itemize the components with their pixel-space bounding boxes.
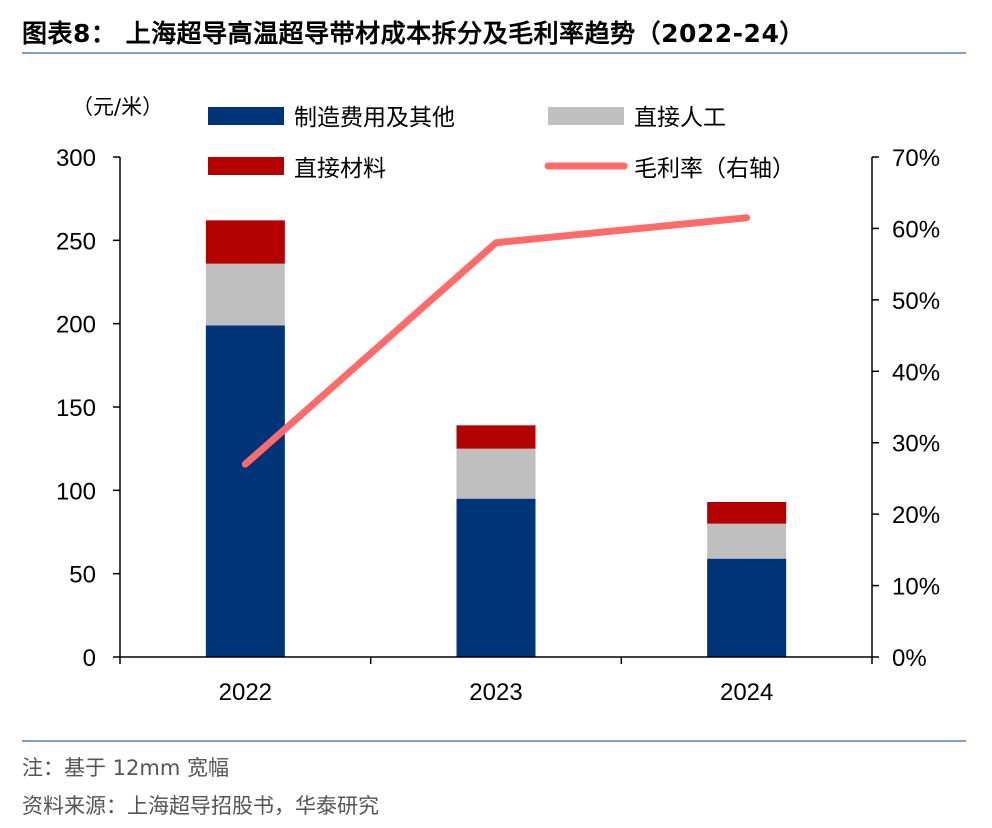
y-tick-label: 300: [56, 145, 96, 172]
bar-2023-series-2: [456, 425, 536, 449]
bar-2022-series-0: [205, 325, 285, 657]
y-tick-label: 150: [56, 395, 96, 422]
bar-2022-series-2: [205, 220, 285, 264]
bar-2023-series-0: [456, 498, 536, 657]
y-tick-label: 250: [56, 228, 96, 255]
legend-label-manufacturing: 制造费用及其他: [294, 105, 455, 131]
gross-margin-line: [241, 214, 751, 468]
bar-2024-series-1: [707, 523, 787, 559]
legend: 制造费用及其他 直接人工 直接材料 毛利率（右轴）: [208, 105, 795, 182]
y2-tick-label: 40%: [892, 359, 940, 386]
chart-area: （元/米） 制造费用及其他 直接人工 直接材料 毛利率（右轴） 0 50 100 15…: [56, 95, 940, 706]
x-tick-label: 2022: [219, 679, 272, 706]
y2-tick-label: 0%: [892, 645, 927, 672]
axes: 0 50 100 150 200 250 300 0% 10% 20% 30% 40% 50% 60% 70…: [56, 145, 940, 706]
bar-2024-series-2: [707, 502, 787, 524]
bar-2024-series-0: [707, 558, 787, 657]
y-axis-unit-label: （元/米）: [72, 95, 163, 119]
x-tick-label: 2024: [720, 679, 773, 706]
footnote: 注：基于 12mm 宽幅: [22, 756, 229, 780]
source-note: 资料来源：上海超导招股书，华泰研究: [22, 794, 379, 818]
legend-swatch-materials: [208, 157, 284, 175]
y2-tick-label: 70%: [892, 145, 940, 172]
footer-divider: [22, 740, 966, 742]
y-tick-label: 0: [83, 645, 96, 672]
legend-label-gross-margin: 毛利率（右轴）: [634, 156, 795, 182]
x-tick-label: 2023: [469, 679, 522, 706]
legend-label-materials: 直接材料: [294, 156, 386, 182]
legend-swatch-labor: [548, 107, 624, 125]
gross-margin-line-layer: [241, 214, 751, 468]
title-divider: [22, 52, 966, 54]
legend-label-labor: 直接人工: [634, 105, 726, 131]
y2-tick-label: 50%: [892, 288, 940, 315]
y2-tick-label: 60%: [892, 216, 940, 243]
y-tick-label: 100: [56, 478, 96, 505]
bar-2022-series-1: [205, 263, 285, 326]
y2-tick-label: 30%: [892, 431, 940, 458]
y-tick-label: 50: [69, 562, 96, 589]
y2-tick-label: 10%: [892, 574, 940, 601]
chart-title: 图表8： 上海超导高温超导带材成本拆分及毛利率趋势（2022-24）: [22, 19, 805, 48]
bars: [205, 220, 787, 657]
y2-tick-label: 20%: [892, 502, 940, 529]
y-tick-label: 200: [56, 312, 96, 339]
legend-swatch-manufacturing: [208, 107, 284, 125]
bar-2023-series-1: [456, 448, 536, 499]
